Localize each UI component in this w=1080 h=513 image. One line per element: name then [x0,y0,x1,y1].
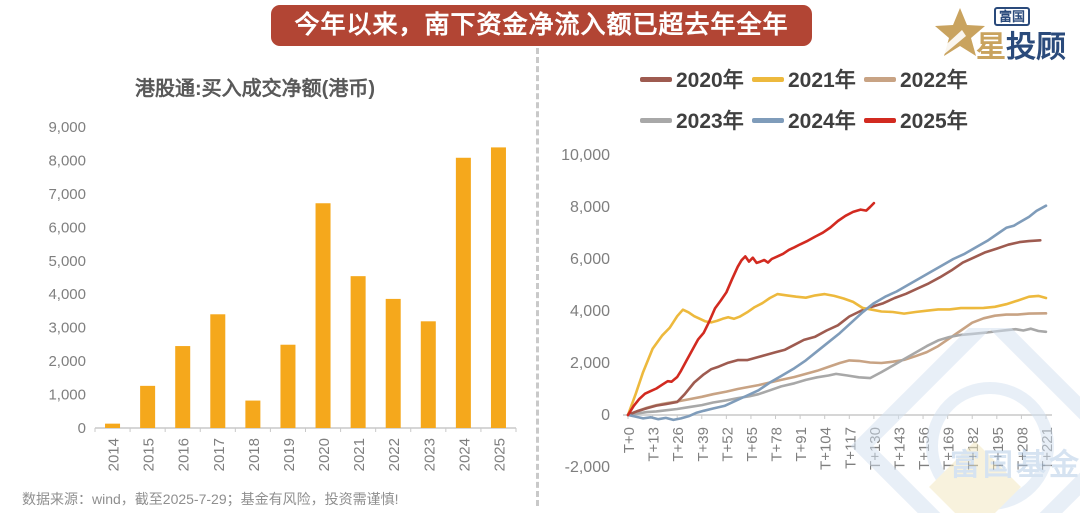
bar-x-tick-label: 2024 [456,438,473,471]
star-swoosh [938,30,966,56]
bar-x-tick-label: 2023 [421,438,438,471]
bar-x-tick-label: 2022 [386,438,403,471]
legend-label: 2022年 [900,69,968,92]
line-x-tick-label: T+91 [793,427,810,462]
series-line-2025年 [626,201,876,417]
line-y-tick-label: -2,000 [565,459,610,476]
bar-y-tick-label: 7,000 [48,186,86,203]
line-x-tick-label: T+117 [842,427,859,469]
legend-label: 2021年 [788,69,856,92]
line-x-tick-label: T+26 [670,427,687,462]
bar-x-tick-label: 2019 [281,438,298,471]
legend-swatch-icon [752,117,784,123]
line-x-tick-label: T+0 [621,427,638,453]
bar-2021 [350,276,366,428]
logo-wordmark: 星投顾 [976,22,1066,66]
bar-y-tick-label: 0 [78,420,86,437]
legend-item-2021年: 2021年 [752,64,864,94]
line-y-tick-label: 8,000 [570,199,610,216]
line-y-tick-label: 6,000 [570,251,610,268]
bar-2025 [490,147,506,428]
line-x-tick-label: T+104 [818,427,835,470]
line-x-tick-label: T+221 [1039,427,1056,470]
legend-item-2024年: 2024年 [752,105,864,135]
line-x-tick-label: T+13 [646,427,663,462]
legend-label: 2020年 [676,69,744,92]
bar-2018 [245,400,261,428]
banner-title: 今年以来，南下资金净流入额已超去年全年 [271,5,812,46]
line-y-tick-label: 0 [601,407,610,424]
bar-x-tick-label: 2017 [211,438,228,471]
logo-badge: 富国 [994,7,1031,26]
line-x-tick-label: T+195 [990,427,1007,470]
line-x-tick-label: T+156 [916,427,933,470]
legend-item-2022年: 2022年 [864,64,976,94]
bar-x-tick-label: 2018 [246,438,263,471]
series-line-2020年 [626,239,1042,417]
legend-label: 2023年 [676,110,744,133]
line-y-tick-label: 10,000 [561,147,610,164]
line-y-tick-label: 2,000 [570,355,610,372]
line-chart-legend: 2020年 2021年 2022年 2023年 2024年 2025年 [640,64,976,135]
bar-x-tick-label: 2014 [106,438,123,471]
legend-swatch-icon [864,117,896,123]
bar-x-tick-label: 2016 [176,438,193,471]
line-x-tick-label: T+169 [941,427,958,470]
bar-x-tick-label: 2020 [316,438,333,471]
line-x-tick-label: T+52 [719,427,736,462]
brand-logo: 富国 星投顾 [932,2,1078,64]
line-x-tick-label: T+208 [1014,427,1031,470]
bar-y-tick-label: 3,000 [48,320,86,337]
star-icon [935,8,985,56]
bar-2016 [175,346,191,428]
series-line-2022年 [626,312,1048,417]
bar-y-tick-label: 8,000 [48,152,86,169]
series-line-2024年 [626,204,1048,422]
bar-y-tick-label: 1,000 [48,387,86,404]
bar-2022 [385,298,401,428]
bar-y-tick-label: 6,000 [48,219,86,236]
bar-y-tick-label: 4,000 [48,286,86,303]
bar-y-tick-label: 2,000 [48,353,86,370]
legend-item-2025年: 2025年 [864,105,976,135]
line-x-tick-label: T+143 [891,427,908,470]
bar-chart-title: 港股通:买入成交净额(港币) [135,78,375,100]
line-x-tick-label: T+78 [769,427,786,462]
line-chart: -2,000 0 2,000 4,000 6,000 8,000 10,000 T+0 T+13… [561,147,1056,476]
legend-item-2020年: 2020年 [640,64,752,94]
logo-star-char: 星 [976,31,1006,64]
legend-label: 2024年 [788,110,856,133]
bar-y-tick-label: 9,000 [48,119,86,136]
series-line-2023年 [626,327,1048,417]
bar-y-tick-label: 5,000 [48,253,86,270]
line-x-tick-label: T+182 [965,427,982,470]
legend-swatch-icon [752,76,784,82]
panel-divider [536,48,539,506]
legend-item-2023年: 2023年 [640,105,752,135]
bar-x-tick-label: 2021 [351,438,368,471]
legend-swatch-icon [640,117,672,123]
source-note: 数据来源：wind，截至2025-7-29；基金有风险，投资需谨慎! [22,491,399,507]
line-x-tick-label: T+65 [744,427,761,462]
legend-swatch-icon [864,76,896,82]
bar-2015 [140,385,156,428]
bar-2017 [210,314,226,428]
logo-suffix: 投顾 [1006,31,1066,64]
bar-2014 [105,423,121,428]
line-x-tick-label: T+39 [695,427,712,462]
legend-swatch-icon [640,76,672,82]
legend-label: 2025年 [900,110,968,133]
line-y-tick-label: 4,000 [570,303,610,320]
bar-x-tick-label: 2025 [491,438,508,471]
bar-x-tick-label: 2015 [141,438,158,471]
series-line-2021年 [626,292,1048,417]
bar-2024 [455,157,471,428]
bar-chart: 0 1,000 2,000 3,000 4,000 5,000 6,000 7,000 8,00… [48,119,517,471]
bar-2020 [315,203,331,428]
bar-2023 [420,321,436,428]
bar-2019 [280,344,296,428]
line-x-tick-label: T+130 [867,427,884,470]
